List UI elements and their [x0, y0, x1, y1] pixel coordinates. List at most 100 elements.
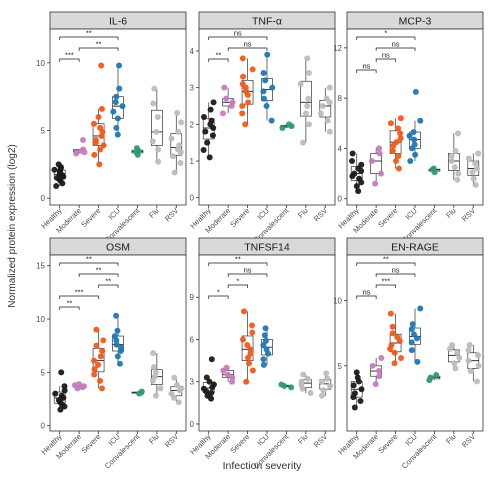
x-tick-label: RSV	[163, 206, 180, 223]
box-moderate	[73, 137, 88, 157]
bracket-line	[375, 58, 396, 62]
data-point	[244, 342, 251, 349]
data-point	[112, 99, 119, 106]
box-convalescent	[426, 371, 441, 384]
x-tick-label: ICU	[255, 206, 271, 222]
data-point	[279, 125, 286, 131]
data-point	[95, 361, 102, 368]
data-point	[93, 342, 100, 349]
box-rsv	[318, 370, 334, 399]
data-point	[297, 81, 304, 87]
data-point	[465, 357, 472, 364]
data-point	[411, 331, 418, 338]
data-point	[171, 374, 178, 381]
data-point	[262, 77, 269, 84]
data-point	[200, 147, 207, 153]
data-point	[248, 322, 255, 329]
data-point	[356, 175, 363, 182]
data-point	[151, 85, 158, 92]
significance-label: ns	[244, 266, 252, 275]
data-point	[324, 375, 331, 382]
bracket-line	[375, 284, 396, 288]
data-point	[376, 368, 383, 375]
data-point	[80, 146, 87, 153]
x-tick-label: Severe	[228, 206, 251, 229]
significance-bracket: *	[356, 29, 416, 40]
box-icu	[406, 88, 424, 164]
box-convalescent	[278, 381, 295, 391]
data-point	[300, 371, 307, 378]
data-point	[319, 103, 326, 109]
bracket-line	[356, 69, 377, 73]
data-point	[451, 360, 458, 367]
data-point	[392, 158, 399, 164]
box-severe	[91, 326, 107, 392]
data-point	[470, 175, 477, 182]
data-point	[467, 368, 474, 375]
data-point	[175, 128, 182, 135]
data-point	[300, 139, 307, 146]
data-point	[98, 105, 105, 112]
significance-bracket: **	[59, 299, 80, 310]
significance-bracket: *	[227, 277, 248, 288]
y-tick-label: 3	[190, 378, 195, 387]
y-tick-label: 9	[190, 293, 195, 302]
data-point	[110, 108, 117, 115]
y-tick-label: 6	[190, 335, 195, 344]
box-rsv	[168, 109, 185, 176]
data-point	[223, 95, 230, 102]
data-point	[113, 341, 120, 348]
x-tick-label: RSV	[460, 432, 477, 449]
data-point	[247, 346, 254, 353]
bracket-line	[59, 36, 119, 40]
x-tick-label: ICU	[106, 206, 122, 222]
data-point	[304, 55, 311, 62]
data-point	[113, 312, 120, 319]
bracket-line	[59, 58, 80, 62]
y-tick-label: 0	[190, 194, 195, 203]
data-point	[387, 310, 394, 317]
box-severe	[387, 310, 405, 367]
panel-title: TNF-α	[252, 16, 282, 28]
data-point	[240, 336, 247, 343]
bracket-line	[208, 295, 229, 299]
y-tick-label: 0	[41, 422, 46, 431]
significance-bracket: **	[78, 266, 119, 277]
data-point	[61, 387, 68, 394]
significance-bracket: ns	[356, 288, 377, 299]
bracket-line	[78, 273, 119, 277]
y-tick-label: 15	[36, 262, 45, 271]
significance-label: *	[217, 288, 220, 297]
data-point	[351, 170, 358, 177]
data-point	[178, 385, 185, 392]
data-point	[204, 139, 211, 146]
data-point	[247, 350, 254, 357]
bracket-line	[59, 262, 119, 266]
significance-bracket: ns	[227, 266, 268, 277]
bracket-line	[356, 295, 377, 299]
data-point	[357, 398, 364, 405]
data-point	[262, 325, 269, 332]
bracket-line	[59, 295, 99, 299]
data-point	[229, 374, 236, 381]
data-point	[210, 99, 217, 106]
data-point	[100, 337, 107, 344]
data-point	[241, 308, 248, 315]
significance-label: ns	[244, 40, 252, 49]
significance-label: **	[86, 255, 92, 264]
data-point	[150, 350, 157, 357]
data-point	[397, 115, 404, 122]
data-point	[223, 364, 230, 371]
data-point	[454, 349, 461, 356]
data-point	[114, 115, 121, 122]
data-point	[454, 176, 461, 183]
x-tick-label: ICU	[403, 206, 419, 222]
data-point	[58, 392, 65, 399]
bracket-line	[227, 47, 268, 51]
bracket-line	[98, 284, 119, 288]
data-point	[53, 183, 60, 190]
data-point	[451, 164, 458, 171]
box-moderate	[71, 381, 87, 392]
significance-bracket: **	[59, 255, 119, 266]
